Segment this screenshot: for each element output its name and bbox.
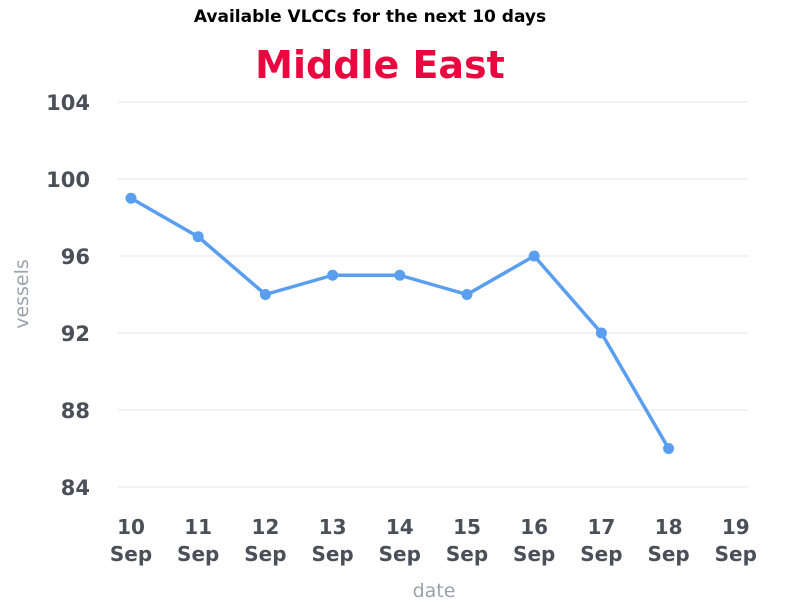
chart-subtitle: Middle East <box>255 43 505 87</box>
y-tick-label: 84 <box>61 476 90 500</box>
x-tick-day: 14 <box>386 515 414 539</box>
y-axis-label: vessels <box>11 259 33 329</box>
x-tick-label: 15 Sep <box>446 515 488 566</box>
y-tick-label: 96 <box>61 245 90 269</box>
data-point <box>394 269 406 281</box>
grid-lines <box>118 101 748 488</box>
data-point <box>259 289 271 300</box>
data-point <box>595 327 607 339</box>
x-tick-day: 13 <box>319 515 347 539</box>
y-tick-label: 88 <box>61 399 90 423</box>
series-line <box>130 196 671 450</box>
x-tick-month: Sep <box>311 542 353 566</box>
x-tick-day: 18 <box>655 515 683 539</box>
x-tick-month: Sep <box>110 542 152 566</box>
x-tick-label: 13 Sep <box>311 515 353 566</box>
series-layer <box>125 192 675 454</box>
x-tick-day: 19 <box>722 515 750 539</box>
x-tick-label: 17 Sep <box>580 515 622 566</box>
x-tick-label: 12 Sep <box>244 515 286 566</box>
x-tick-month: Sep <box>177 542 219 566</box>
y-axis-ticks: 84 88 92 96 100 104 <box>46 91 90 500</box>
x-tick-month: Sep <box>580 542 622 566</box>
x-axis-ticks: 10 Sep 11 Sep 12 Sep 13 Sep 14 Sep 15 Sep 16 Sep 17 Sep… <box>110 515 757 566</box>
x-tick-label: 14 Sep <box>379 515 421 566</box>
x-tick-month: Sep <box>244 542 286 566</box>
chart-title: Available VLCCs for the next 10 days <box>194 7 546 27</box>
x-tick-label: 10 Sep <box>110 515 152 566</box>
x-tick-month: Sep <box>513 542 555 566</box>
data-point <box>192 231 204 243</box>
y-tick-label: 104 <box>46 91 90 115</box>
data-point <box>461 289 473 300</box>
x-tick-day: 10 <box>117 515 145 539</box>
x-tick-label: 16 Sep <box>513 515 555 566</box>
data-point <box>528 250 540 262</box>
x-tick-month: Sep <box>647 542 689 566</box>
data-point <box>327 269 339 281</box>
x-tick-day: 11 <box>184 515 212 539</box>
x-tick-label: 19 Sep <box>715 515 757 566</box>
y-tick-label: 92 <box>61 322 90 346</box>
x-tick-day: 17 <box>587 515 615 539</box>
x-tick-day: 16 <box>520 515 548 539</box>
x-tick-label: 18 Sep <box>647 515 689 566</box>
x-tick-label: 11 Sep <box>177 515 219 566</box>
x-tick-month: Sep <box>715 542 757 566</box>
x-tick-day: 12 <box>251 515 279 539</box>
x-tick-month: Sep <box>446 542 488 566</box>
x-tick-month: Sep <box>379 542 421 566</box>
data-point <box>125 192 137 204</box>
x-axis-label: date <box>413 580 456 602</box>
data-point <box>663 443 675 454</box>
y-tick-label: 100 <box>46 168 90 192</box>
x-tick-day: 15 <box>453 515 481 539</box>
